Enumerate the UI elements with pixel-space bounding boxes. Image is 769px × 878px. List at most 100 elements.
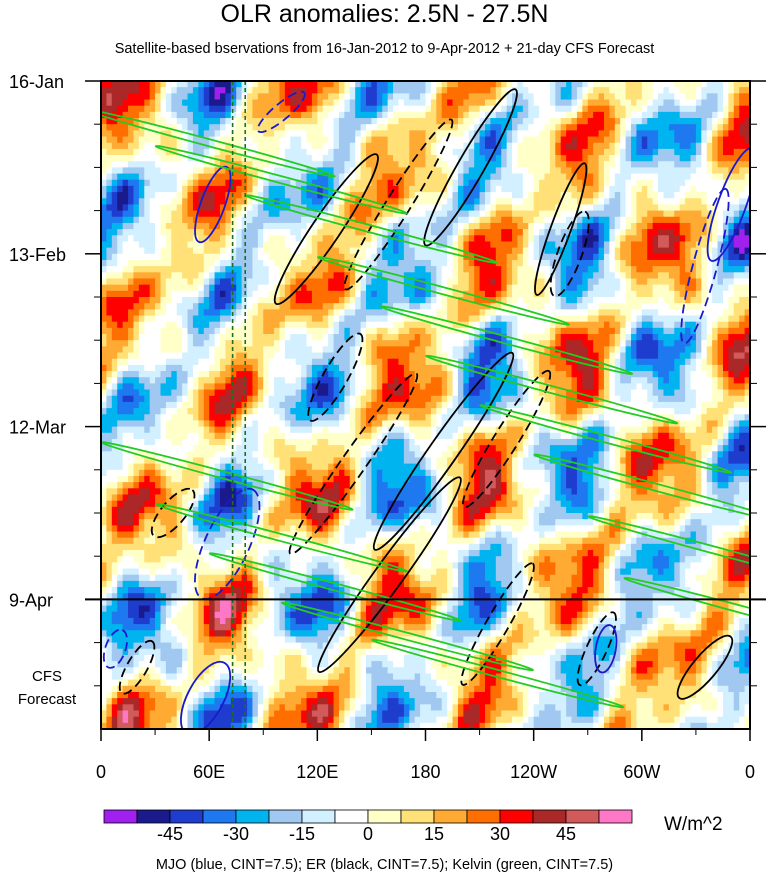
field-cell [376,111,383,119]
field-cell [306,161,313,168]
field-cell [311,334,318,341]
field-cell [398,167,405,175]
field-cell [566,111,573,119]
field-cell [441,179,448,187]
field-cell [203,321,210,329]
field-cell [544,99,551,107]
field-cell [160,87,167,94]
field-cell [501,290,508,298]
field-cell [128,124,135,131]
field-cell [631,167,638,175]
field-cell [398,136,405,144]
field-cell [295,334,302,341]
field-cell [522,229,529,236]
field-cell [609,266,616,273]
field-cell [403,148,410,156]
field-cell [241,334,248,341]
field-cell [198,93,205,101]
field-cell [366,155,373,162]
field-cell [333,204,340,212]
field-cell [728,99,735,107]
field-cell [739,235,746,243]
field-cell [252,278,259,286]
field-cell [463,99,470,107]
field-cell [609,321,616,329]
field-cell [263,185,270,193]
field-cell [625,297,632,304]
field-cell [301,253,308,261]
field-cell [544,192,551,199]
field-cell [479,272,486,280]
field-cell [257,253,264,261]
field-cell [430,284,437,292]
field-cell [360,222,367,230]
field-cell [522,284,529,292]
field-cell [371,327,378,335]
field-cell [679,142,686,150]
field-cell [533,222,540,230]
field-cell [447,198,454,206]
field-cell [387,105,394,113]
field-cell [739,327,746,335]
field-cell [155,192,162,199]
field-cell [144,155,151,162]
field-cell [333,161,340,168]
field-cell [712,111,719,119]
field-cell [311,284,318,292]
field-cell [328,179,335,187]
field-cell [647,253,654,261]
field-cell [463,222,470,230]
field-cell [263,161,270,168]
field-cell [733,241,740,249]
field-cell [717,278,724,286]
field-cell [360,253,367,261]
field-cell [263,198,270,206]
field-cell [739,272,746,280]
field-cell [382,105,389,113]
field-cell [533,111,540,119]
field-cell [101,278,108,286]
field-cell [539,192,546,199]
field-cell [322,259,329,267]
field-cell [631,321,638,329]
field-cell [593,142,600,150]
field-cell [674,297,681,304]
field-cell [495,105,502,113]
field-cell [149,272,156,280]
field-cell [484,93,491,101]
field-cell [631,327,638,335]
field-cell [566,266,573,273]
field-cell [203,198,210,206]
field-cell [263,327,270,335]
field-cell [566,241,573,249]
field-cell [484,334,491,341]
field-cell [349,179,356,187]
field-cell [274,130,281,138]
field-cell [111,204,118,212]
field-cell [560,105,567,113]
field-cell [609,210,616,218]
field-cell [555,253,562,261]
field-cell [457,198,464,206]
field-cell [533,321,540,329]
field-cell [679,247,686,255]
field-cell [430,272,437,280]
field-cell [187,297,194,304]
field-cell [117,105,124,113]
field-cell [182,334,189,341]
field-cell [506,124,513,131]
field-cell [441,124,448,131]
field-cell [506,321,513,329]
field-cell [658,315,665,323]
field-cell [268,216,275,224]
field-cell [106,167,113,175]
field-cell [436,272,443,280]
field-cell [625,192,632,199]
field-cell [219,297,226,304]
field-cell [695,192,702,199]
field-cell [128,148,135,156]
field-cell [598,198,605,206]
field-cell [501,155,508,162]
field-cell [230,105,237,113]
field-cell [430,303,437,310]
